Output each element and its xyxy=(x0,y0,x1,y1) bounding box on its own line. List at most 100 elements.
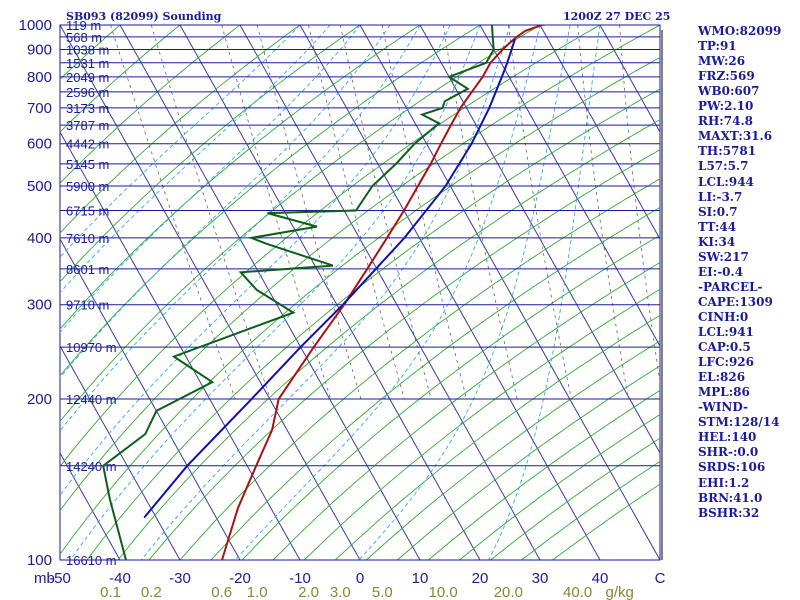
isotherm-line xyxy=(60,25,361,560)
height-label: 2596 m xyxy=(66,85,109,100)
series-layer xyxy=(102,25,550,560)
sounding-datetime: 1200Z 27 DEC 25 xyxy=(563,10,671,23)
index-item: SW:217 xyxy=(698,249,749,264)
temperature-tick-label: -40 xyxy=(109,570,131,587)
temperature-tick-label: -20 xyxy=(229,570,251,587)
dewpoint-line xyxy=(102,25,495,560)
index-item: WMO:82099 xyxy=(698,24,782,38)
dry-adiabat-line xyxy=(60,25,660,512)
temperature-tick-label: 40 xyxy=(592,570,609,587)
index-item: TT:44 xyxy=(698,219,737,234)
mixing-ratio-label: 20.0 xyxy=(494,584,523,600)
height-label: 16610 m xyxy=(66,553,117,568)
temperature-tick-label: 30 xyxy=(532,570,549,587)
dry-adiabat-line xyxy=(60,25,121,80)
temperature-tick-label: -10 xyxy=(289,570,311,587)
dry-adiabat-line xyxy=(60,25,361,283)
label-layer: 16610 m 14240 m 12440 m 10970 m 9710 m 8601 m… xyxy=(19,17,666,600)
temperature-tick-label: 10 xyxy=(412,570,429,587)
temperature-line xyxy=(221,25,550,560)
height-label: 1531 m xyxy=(66,56,109,71)
dry-adiabat-line xyxy=(334,314,660,560)
index-item: SHR-:0.0 xyxy=(698,445,759,460)
height-label: 12440 m xyxy=(66,392,117,407)
dry-adiabat-line xyxy=(60,25,541,423)
index-item: MPL:86 xyxy=(698,385,750,400)
index-item: LFC:926 xyxy=(698,355,754,370)
isotherm-line xyxy=(299,25,601,560)
index-item: -PARCEL- xyxy=(698,279,763,294)
pressure-label: 800 xyxy=(27,69,52,86)
pressure-unit-label: mb xyxy=(34,570,55,587)
temperature-tick-label: C xyxy=(655,570,666,587)
height-label: 3173 m xyxy=(66,101,109,116)
index-item: MAXT:31.6 xyxy=(698,129,773,144)
mixing-ratio-label: 10.0 xyxy=(429,584,458,600)
index-item: TH:5781 xyxy=(698,144,757,159)
temperature-tick-label: -30 xyxy=(169,570,191,587)
height-label: 5145 m xyxy=(66,157,109,172)
index-item: EI:-0.4 xyxy=(698,264,744,279)
height-label: 14240 m xyxy=(66,459,117,474)
dry-adiabat-line xyxy=(210,206,660,560)
isotherm-line xyxy=(60,237,241,560)
parcel-line xyxy=(143,38,516,519)
mixing-ratio-label: 0.6 xyxy=(211,584,232,600)
index-item: RH:74.8 xyxy=(698,114,753,129)
isotherm-line xyxy=(359,25,660,560)
isotherm-line xyxy=(179,25,481,560)
index-item: LCL:941 xyxy=(698,325,754,339)
isotherm-line xyxy=(419,25,660,455)
height-label: 4442 m xyxy=(66,137,109,152)
height-label: 119 m xyxy=(66,18,101,33)
mixing-ratio-label: 40.0 xyxy=(563,584,592,600)
dry-adiabat-line xyxy=(60,25,181,133)
index-item: EHI:1.2 xyxy=(698,475,750,490)
mixing-ratio-label: 5.0 xyxy=(372,584,393,600)
height-label: 6715 m xyxy=(66,204,109,219)
mixing-ratio-label: 0.1 xyxy=(100,584,121,600)
index-item: CINH:0 xyxy=(698,309,749,324)
index-item: EL:826 xyxy=(698,370,746,385)
mixing-ratio-line xyxy=(150,25,271,400)
height-label: 2049 m xyxy=(66,70,109,85)
dry-adiabat-line xyxy=(272,261,660,560)
pressure-label: 700 xyxy=(27,100,52,117)
moist-adiabat-line xyxy=(60,25,451,496)
index-item: HEL:140 xyxy=(698,430,757,445)
isotherm-line xyxy=(60,130,301,560)
index-item: BRN:41.0 xyxy=(698,490,763,505)
moist-adiabat-line xyxy=(60,25,301,258)
dry-adiabat-line xyxy=(60,25,241,184)
pressure-label: 100 xyxy=(27,552,52,569)
temperature-tick-label: 0 xyxy=(356,570,364,587)
index-item: SI:0.7 xyxy=(698,204,738,219)
isotherm-line xyxy=(539,25,660,241)
mixing-ratio-label: g/kg xyxy=(606,584,634,600)
temperature-tick-label: -50 xyxy=(49,570,71,587)
pressure-label: 1000 xyxy=(19,17,52,34)
index-item: -WIND- xyxy=(698,400,748,415)
dry-adiabat-line xyxy=(60,56,660,555)
index-item: PW:2.10 xyxy=(698,99,754,114)
index-item: CAP:0.5 xyxy=(698,340,751,355)
pressure-label: 300 xyxy=(27,297,52,314)
dry-adiabat-line xyxy=(241,234,660,560)
moist-adiabat-line xyxy=(60,25,361,334)
moist-adiabat-line xyxy=(60,25,421,432)
pressure-label: 900 xyxy=(27,41,52,58)
height-label: 3787 m xyxy=(66,118,109,133)
index-item: WB0:607 xyxy=(698,84,760,99)
height-label: 568 m xyxy=(66,30,102,45)
mixing-ratio-line xyxy=(110,25,236,400)
index-item: STM:128/14 xyxy=(698,415,780,430)
index-item: LI:-3.7 xyxy=(698,189,743,204)
isotherm-line xyxy=(119,25,421,560)
index-item: TP:91 xyxy=(698,39,737,54)
mixing-ratio-label: 1.0 xyxy=(247,584,268,600)
height-label: 1038 m xyxy=(66,42,109,57)
dry-adiabat-line xyxy=(179,178,660,560)
isotherm-line xyxy=(479,25,660,348)
dry-adiabat-line xyxy=(60,25,481,377)
